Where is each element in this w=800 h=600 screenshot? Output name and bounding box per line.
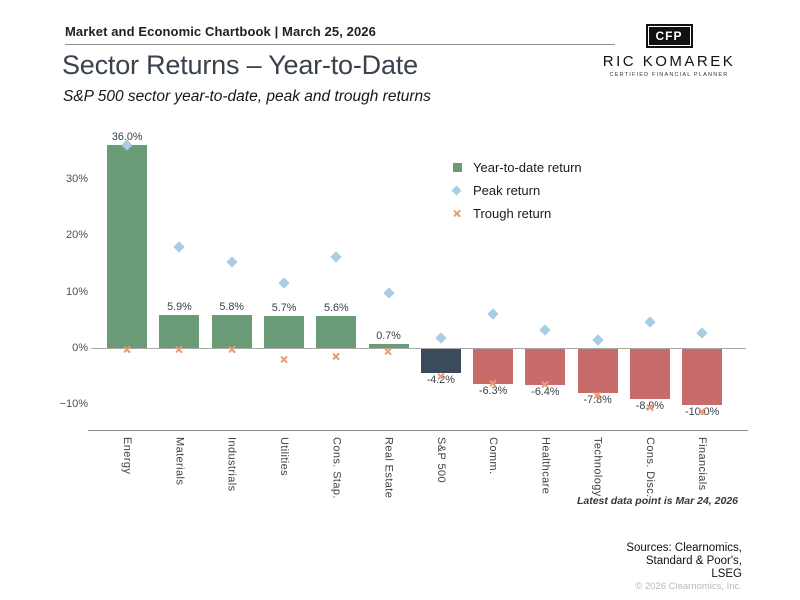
trough-marker <box>645 403 654 412</box>
peak-marker <box>173 240 186 253</box>
x-axis-category-label: Real Estate <box>382 437 395 499</box>
x-axis-category-label: Cons. Disc. <box>643 437 656 498</box>
trough-marker <box>593 391 602 400</box>
bar-energy <box>107 145 148 348</box>
trough-marker <box>489 379 498 388</box>
x-axis-category-label: Industrials <box>225 437 238 492</box>
brand-tagline: CERTIFIED FINANCIAL PLANNER <box>609 72 729 78</box>
bar-cons-stap <box>316 316 357 348</box>
peak-marker <box>382 287 395 300</box>
peak-marker <box>226 256 238 268</box>
trough-marker <box>280 355 289 364</box>
page-title: Sector Returns – Year-to-Date <box>62 50 418 80</box>
peak-marker <box>487 308 499 320</box>
bar-s-p-500 <box>420 349 461 373</box>
brand-logo: CFP RIC KOMAREK CERTIFIED FINANCIAL PLAN… <box>589 26 749 78</box>
chart-legend: Year-to-date return Peak return Trough ret… <box>451 156 582 225</box>
source-line: LSEG <box>711 568 742 580</box>
bar-value-label: 0.7% <box>376 330 401 343</box>
x-axis-category-label: S&P 500 <box>434 437 447 484</box>
source-line: Sources: Clearnomics, <box>626 542 742 554</box>
x-axis-category-label: Energy <box>121 437 134 475</box>
legend-item: Peak return <box>451 179 582 202</box>
bar-value-label: 5.6% <box>323 302 349 315</box>
trough-marker <box>332 352 341 361</box>
x-legend-icon <box>453 209 473 218</box>
square-legend-icon <box>453 163 473 172</box>
source-line: Standard & Poor's, <box>645 555 742 567</box>
x-axis-category-label: Financials <box>696 437 709 491</box>
copyright-note: © 2026 Clearnomics, Inc. <box>635 581 742 592</box>
bar-value-label: -6.4% <box>531 386 560 399</box>
bar-utilities <box>264 315 304 348</box>
x-axis-line <box>88 430 748 431</box>
latest-data-footnote: Latest data point is Mar 24, 2026 <box>576 495 738 507</box>
zero-gridline <box>91 348 746 349</box>
x-axis-category-label: Comm. <box>487 437 500 475</box>
y-axis-tick-label: 20% <box>65 229 88 242</box>
legend-label: Year-to-date return <box>473 160 582 175</box>
trough-marker <box>175 345 184 354</box>
report-kicker: Market and Economic Chartbook | March 25… <box>65 24 376 39</box>
legend-label: Peak return <box>473 183 541 198</box>
bar-value-label: 36.0% <box>111 131 143 144</box>
peak-marker <box>278 277 290 289</box>
y-axis-tick-label: 0% <box>72 342 88 354</box>
trough-marker <box>384 347 393 356</box>
bar-technology <box>577 349 618 393</box>
x-axis-category-label: Healthcare <box>539 437 552 495</box>
bar-cons-disc <box>629 349 670 400</box>
bar-value-label: 5.9% <box>167 300 192 313</box>
legend-item: Year-to-date return <box>453 156 582 179</box>
trough-marker <box>436 372 445 381</box>
bar-healthcare <box>525 349 566 386</box>
x-axis-category-label: Materials <box>173 437 186 486</box>
x-axis-category-label: Cons. Stap. <box>330 437 343 499</box>
bar-financials <box>682 349 723 406</box>
y-axis-tick-label: 10% <box>65 285 88 298</box>
peak-marker <box>696 327 708 340</box>
sources-note: Sources: Clearnomics, Standard & Poor's,… <box>626 542 742 581</box>
trough-marker <box>227 345 236 354</box>
legend-label: Trough return <box>473 206 552 221</box>
y-axis-tick-label: 30% <box>65 173 88 186</box>
diamond-legend-icon <box>451 185 473 196</box>
y-axis-tick-label: −10% <box>59 398 88 411</box>
bar-value-label: 5.8% <box>219 301 245 314</box>
bar-materials <box>159 314 200 348</box>
peak-marker <box>330 251 342 263</box>
trough-marker <box>698 407 707 416</box>
bar-value-label: 5.7% <box>271 301 297 314</box>
x-axis-category-label: Utilities <box>278 437 290 477</box>
peak-marker <box>591 333 604 346</box>
header-divider <box>65 44 615 45</box>
peak-marker <box>644 316 656 328</box>
trough-marker <box>123 345 132 354</box>
page-subtitle: S&P 500 sector year-to-date, peak and tr… <box>63 88 431 105</box>
bar-industrials <box>211 315 252 348</box>
peak-marker <box>539 324 552 336</box>
peak-marker <box>435 332 447 344</box>
legend-item: Trough return <box>453 202 582 225</box>
x-axis-category-label: Technology <box>591 437 604 497</box>
bar-value-label: -6.3% <box>478 385 508 398</box>
brand-name: RIC KOMAREK <box>602 53 736 70</box>
cfp-mark-icon: CFP <box>647 26 691 46</box>
trough-marker <box>541 380 550 389</box>
